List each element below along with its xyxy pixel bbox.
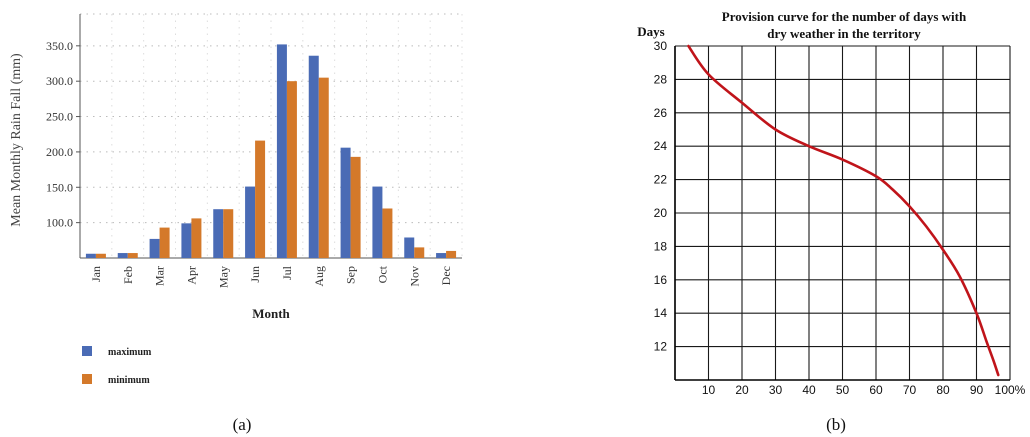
y-tick-label: 100.0	[46, 216, 73, 230]
bar-maximum-aug	[308, 55, 319, 258]
bar-minimum-feb	[127, 253, 138, 258]
y-tick-label: 150.0	[46, 180, 73, 194]
x-tick-label: Apr	[184, 266, 198, 285]
provision-curve-chart: Provision curve for the number of days w…	[637, 9, 1025, 434]
panel-a-caption: (a)	[233, 415, 252, 434]
chart-title-line-2: dry weather in the territory	[767, 26, 921, 41]
y-tick-label: 18	[654, 239, 668, 253]
x-tick-label: 40	[802, 383, 816, 397]
bar-minimum-aug	[318, 77, 329, 258]
bar-minimum-apr	[191, 218, 202, 258]
rainfall-bar-chart: Mean Monthly Rain Fall (mm) Month (a) 10…	[9, 13, 463, 434]
legend-swatch-maximum	[82, 346, 92, 356]
x-tick-label: 80	[936, 383, 950, 397]
bar-minimum-jan	[95, 253, 106, 258]
provision-curve-line	[687, 44, 1000, 377]
bar-maximum-jan	[85, 253, 96, 258]
y-tick-label: 350.0	[46, 39, 73, 53]
legend-swatch-minimum	[82, 374, 92, 384]
x-tick-label: 20	[735, 383, 749, 397]
bar-minimum-jun	[255, 140, 266, 258]
x-tick-label: Nov	[407, 266, 421, 287]
bar-minimum-dec	[446, 250, 457, 258]
panel-b-caption: (b)	[826, 415, 846, 434]
x-axis-label: Month	[252, 306, 290, 321]
y-tick-label: 200.0	[46, 145, 73, 159]
x-tick-label: Mar	[153, 266, 167, 286]
bar-maximum-nov	[404, 237, 415, 258]
x-tick-label: Jul	[280, 265, 294, 280]
y-tick-label: 22	[654, 173, 668, 187]
bar-maximum-jun	[245, 186, 256, 258]
x-tick-label: 100%	[995, 383, 1026, 397]
bar-minimum-nov	[414, 247, 425, 258]
x-tick-label: Dec	[439, 266, 453, 285]
x-tick-label: 50	[836, 383, 850, 397]
bar-maximum-oct	[372, 186, 383, 258]
legend-label-maximum: maximum	[108, 347, 152, 358]
bar-maximum-sep	[340, 147, 351, 258]
chart-title-line-1: Provision curve for the number of days w…	[722, 9, 967, 24]
x-tick-label: Aug	[312, 266, 326, 287]
y-tick-label: 24	[654, 139, 668, 153]
y-tick-label: 16	[654, 273, 668, 287]
y-tick-label: 14	[654, 306, 668, 320]
y-tick-label: 300.0	[46, 74, 73, 88]
y-axis-label: Mean Monthly Rain Fall (mm)	[9, 53, 24, 227]
x-tick-label: Jun	[248, 266, 262, 283]
y-tick-label: 12	[654, 340, 668, 354]
x-tick-label: Jan	[89, 266, 103, 282]
y-tick-label: 26	[654, 106, 668, 120]
y-tick-label: 30	[654, 39, 668, 53]
bar-minimum-sep	[350, 156, 361, 258]
legend-label-minimum: minimum	[108, 375, 150, 386]
y-tick-label: 28	[654, 72, 668, 86]
bar-maximum-may	[213, 209, 224, 258]
y-tick-label: 20	[654, 206, 668, 220]
bar-minimum-may	[223, 209, 234, 258]
bar-maximum-jul	[276, 44, 287, 259]
bar-maximum-apr	[181, 223, 192, 258]
bar-maximum-mar	[149, 238, 160, 258]
bar-maximum-feb	[117, 253, 128, 258]
x-tick-label: Sep	[344, 266, 358, 284]
x-tick-label: May	[216, 266, 230, 288]
x-tick-label: 30	[769, 383, 783, 397]
y-axis-label: Days	[637, 24, 664, 39]
y-tick-label: 250.0	[46, 110, 73, 124]
bar-minimum-oct	[382, 208, 393, 258]
bar-minimum-mar	[159, 227, 170, 258]
x-tick-label: Feb	[121, 266, 135, 284]
bar-minimum-jul	[286, 81, 297, 258]
x-tick-label: Oct	[375, 265, 389, 283]
x-tick-label: 70	[903, 383, 917, 397]
bar-maximum-dec	[436, 253, 447, 258]
x-tick-label: 90	[970, 383, 984, 397]
x-tick-label: 60	[869, 383, 883, 397]
x-tick-label: 10	[702, 383, 716, 397]
